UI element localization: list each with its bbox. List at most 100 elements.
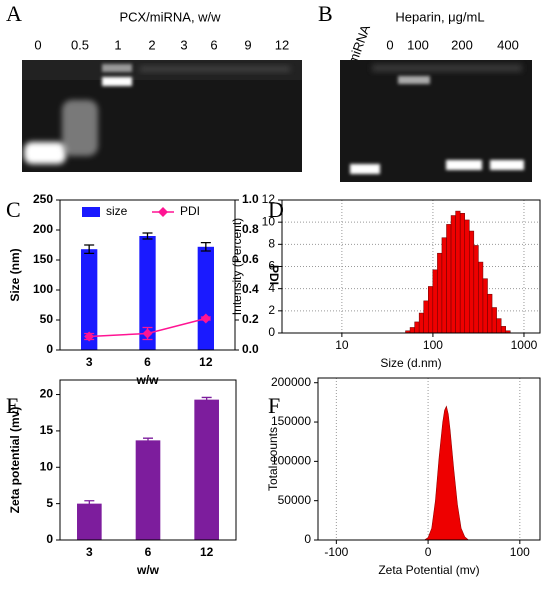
x-tick-label: 6 <box>145 545 152 559</box>
y-tick-label: 100000 <box>271 454 311 468</box>
bar <box>418 312 424 334</box>
bar <box>77 503 102 540</box>
marker <box>142 328 153 339</box>
error-bar <box>200 241 211 252</box>
error-bar <box>142 232 153 240</box>
bar <box>81 249 98 350</box>
bar <box>459 213 465 334</box>
y2-tick-label: 1.0 <box>242 192 259 206</box>
bar <box>482 278 488 334</box>
gel-title: Heparin, μg/mL <box>395 9 484 24</box>
panel-letter: A <box>6 1 22 26</box>
lane-label: 12 <box>275 37 289 52</box>
y-tick-label: 0 <box>46 342 53 356</box>
x-tick-label: 1000 <box>511 338 538 352</box>
plot-frame <box>59 379 237 541</box>
error-bar <box>84 500 95 508</box>
plot-frame <box>59 199 236 351</box>
y-tick-label: 4 <box>268 281 275 295</box>
bar <box>450 215 456 334</box>
lane-label: 200 <box>451 37 473 52</box>
y2-tick-label: 0.2 <box>242 312 259 326</box>
y-tick-label: 100 <box>33 282 53 296</box>
y-tick-label: 0 <box>304 532 311 546</box>
lane-label: 0 <box>34 37 41 52</box>
legend-label: size <box>106 204 128 218</box>
bar <box>423 300 429 334</box>
x-tick-label: 100 <box>423 338 443 352</box>
bar <box>139 236 156 350</box>
bar <box>500 326 506 334</box>
bar <box>428 286 434 334</box>
y-tick-label: 150000 <box>271 414 311 428</box>
marker <box>200 313 211 324</box>
y-axis-title: Total counts <box>266 427 280 491</box>
y-tick-label: 10 <box>262 214 276 228</box>
gel-image <box>340 60 532 182</box>
y-axis-title: Intensity (Percent) <box>230 218 244 315</box>
y-tick-label: 50000 <box>278 493 312 507</box>
lane-label: 400 <box>497 37 519 52</box>
y2-tick-label: 0.0 <box>242 342 259 356</box>
y-tick-label: 50 <box>40 312 54 326</box>
y2-tick-label: 0.6 <box>242 252 259 266</box>
chart: E 0 5 10 15 20 3 6 12 Zeta potential (mv) w/w <box>6 379 237 577</box>
x-tick-label: 100 <box>510 545 530 559</box>
lane-label: 0.5 <box>71 37 89 52</box>
panel-letter: C <box>6 197 21 222</box>
bar <box>469 230 475 334</box>
bar <box>491 307 497 334</box>
bar <box>409 327 415 334</box>
x-tick-label: 3 <box>86 355 93 369</box>
y-tick-label: 20 <box>40 387 54 401</box>
chart: D 0 2 4 6 8 10 12 10 100 1000 Intensity (Percent) Si… <box>230 192 541 370</box>
y2-tick-label: 0.4 <box>242 282 259 296</box>
x-tick-label: 10 <box>335 338 349 352</box>
bar <box>414 321 420 334</box>
bar <box>455 210 461 334</box>
x-axis-title: w/w <box>136 563 160 577</box>
y-tick-label: 250 <box>33 192 53 206</box>
x-tick-label: 12 <box>200 545 214 559</box>
y-tick-label: 0 <box>46 532 53 546</box>
y-tick-label: 8 <box>268 237 275 251</box>
y-tick-label: 2 <box>268 303 275 317</box>
y-tick-label: 200000 <box>271 375 311 389</box>
plot-frame <box>317 377 541 541</box>
y-tick-label: 150 <box>33 252 53 266</box>
y-tick-label: 0 <box>268 325 275 339</box>
y2-axis-title: PDI <box>267 265 281 285</box>
plot-frame <box>281 199 541 334</box>
error-bar <box>201 396 212 403</box>
x-tick-label: -100 <box>324 545 348 559</box>
bar <box>432 269 438 334</box>
y-axis-title: Zeta potential (mv) <box>8 407 22 514</box>
y-tick-label: 10 <box>40 459 54 473</box>
gel-image <box>22 60 302 172</box>
error-bar <box>143 437 153 444</box>
chart: F 0 50000 100000 150000 200000 -100 0 100 Total c… <box>266 375 541 577</box>
panel-letter: B <box>318 1 333 26</box>
x-tick-label: 6 <box>144 355 151 369</box>
y2-tick-label: 0.8 <box>242 222 259 236</box>
bar <box>194 399 219 540</box>
bar <box>437 252 443 334</box>
x-tick-label: 12 <box>199 355 213 369</box>
lane-label: 0 <box>386 37 393 52</box>
bar <box>464 219 470 334</box>
legend-swatch <box>82 207 100 217</box>
area <box>423 405 470 541</box>
lane-header: miRNA <box>345 22 373 66</box>
lane-label: 2 <box>148 37 155 52</box>
x-axis-title: Size (d.nm) <box>380 356 441 370</box>
bar <box>487 293 493 334</box>
bar <box>473 245 479 334</box>
x-tick-label: 3 <box>86 545 93 559</box>
marker <box>84 331 95 342</box>
y-tick-label: 6 <box>268 259 275 273</box>
lane-label: 6 <box>210 37 217 52</box>
lane-label: 100 <box>407 37 429 52</box>
bar <box>478 261 484 334</box>
